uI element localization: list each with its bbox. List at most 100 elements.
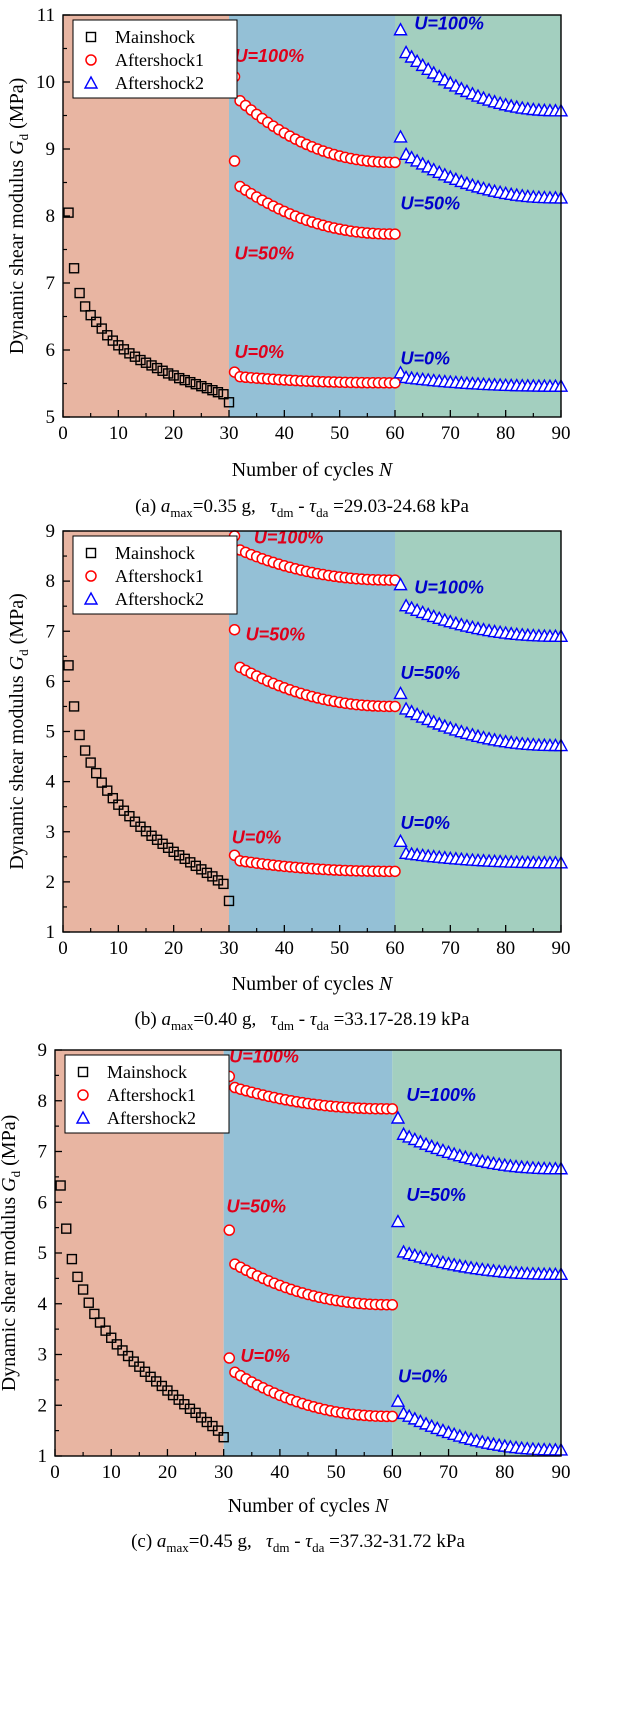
- mainshock-point: [212, 387, 224, 398]
- y-tick-label: 4: [38, 1294, 48, 1315]
- mainshock-point: [79, 745, 91, 756]
- x-tick-label: 10: [109, 938, 128, 959]
- legend-box: [72, 535, 238, 615]
- mainshock-point: [61, 1223, 72, 1234]
- mainshock-point: [72, 1271, 83, 1283]
- mainshock-point: [212, 875, 224, 886]
- legend-label: Aftershock2: [115, 589, 204, 609]
- mainshock-point: [179, 374, 190, 386]
- series-aftershock1-50: [228, 155, 401, 240]
- y-tick-label: 4: [46, 772, 56, 793]
- legend-label: Aftershock2: [115, 73, 204, 93]
- mainshock-point: [190, 378, 202, 390]
- mainshock-point: [89, 1308, 100, 1320]
- series-aftershock1-0: [228, 366, 401, 389]
- legend-label: Mainshock: [115, 27, 195, 47]
- series-mainshock: [63, 207, 235, 408]
- series-aftershock2-50: [390, 1214, 569, 1281]
- x-tick-label: 70: [441, 423, 460, 444]
- legend: Mainshock Aftershock1 Aftershock2: [72, 535, 238, 615]
- aftershock1-point: [386, 1299, 399, 1311]
- legend: Mainshock Aftershock1 Aftershock2: [72, 19, 238, 99]
- mainshock-point: [185, 376, 196, 388]
- mainshock-point: [173, 850, 185, 861]
- mainshock-point: [218, 878, 229, 890]
- mainshock-point: [129, 351, 141, 362]
- x-tick-label: 90: [552, 423, 571, 444]
- x-tick-label: 30: [220, 423, 239, 444]
- aftershock1-point: [228, 623, 241, 636]
- y-tick-label: 8: [46, 571, 56, 592]
- y-tick-label: 9: [38, 1040, 48, 1061]
- legend-box: [64, 1054, 230, 1134]
- aftershock2-point: [393, 685, 408, 700]
- mainshock-point: [83, 1297, 94, 1308]
- y-tick-label: 6: [38, 1192, 48, 1213]
- aftershock1-point: [389, 865, 401, 878]
- y-tick-label: 3: [38, 1345, 48, 1366]
- u-annotation: U=50%: [401, 193, 461, 213]
- mainshock-point: [122, 1350, 134, 1362]
- mainshock-point: [107, 792, 119, 804]
- x-tick-label: 50: [330, 938, 349, 959]
- legend-label: Aftershock1: [107, 1085, 196, 1105]
- series-aftershock2-0: [390, 1393, 569, 1456]
- legend-label: Aftershock1: [115, 566, 204, 586]
- mainshock-point: [173, 372, 185, 384]
- x-tick-label: 80: [496, 938, 515, 959]
- mainshock-point: [117, 1345, 128, 1356]
- x-tick-label: 50: [327, 1462, 346, 1483]
- aftershock2-region: [392, 1050, 561, 1456]
- y-tick-label: 5: [46, 722, 56, 743]
- aftershock1-point: [389, 228, 401, 240]
- y-tick-label: 5: [46, 407, 56, 428]
- legend-label: Mainshock: [115, 543, 195, 563]
- aftershock1-point: [389, 377, 401, 389]
- mainshock-point: [111, 1339, 123, 1350]
- u-annotation: U=0%: [401, 349, 451, 369]
- mainshock-point: [102, 330, 113, 341]
- u-annotation: U=0%: [401, 813, 451, 833]
- x-tick-label: 80: [496, 423, 515, 444]
- legend-aftershock1-marker: [85, 570, 97, 582]
- u-annotation: U=100%: [254, 528, 324, 548]
- mainshock-point: [68, 701, 80, 712]
- u-annotation: U=0%: [232, 827, 282, 847]
- mainshock-point: [162, 368, 174, 379]
- mainshock-point: [179, 853, 190, 865]
- y-tick-label: 1: [46, 922, 56, 943]
- aftershock1-point: [389, 156, 401, 169]
- mainshock-point: [135, 354, 146, 366]
- y-tick-label: 9: [46, 521, 56, 542]
- u-annotation: U=50%: [235, 244, 295, 264]
- legend-mainshock-marker: [77, 1066, 89, 1078]
- mainshock-point: [196, 864, 207, 875]
- aftershock2-point: [390, 1393, 406, 1407]
- series-aftershock2-100: [393, 22, 569, 117]
- series-aftershock2-0: [393, 365, 569, 392]
- mainshock-point: [74, 287, 85, 299]
- y-tick-label: 5: [38, 1243, 48, 1264]
- mainshock-point: [106, 1332, 117, 1343]
- mainshock-point: [77, 1284, 89, 1295]
- mainshock-point: [94, 1317, 106, 1328]
- legend-aftershock2-marker: [83, 591, 99, 605]
- aftershock2-point: [390, 1110, 406, 1124]
- aftershock2-point: [393, 129, 408, 143]
- y-tick-label: 10: [36, 72, 55, 93]
- series-aftershock1-0: [228, 849, 401, 878]
- y-tick-label: 2: [38, 1395, 48, 1416]
- x-axis-label: Number of cycles N: [232, 459, 394, 481]
- series-mainshock: [63, 660, 235, 907]
- y-tick-label: 8: [38, 1091, 48, 1112]
- x-tick-label: 60: [383, 1462, 402, 1483]
- mainshock-point: [66, 1253, 78, 1265]
- legend-aftershock2-marker: [75, 1110, 91, 1124]
- series-aftershock1-50: [228, 623, 401, 713]
- y-tick-label: 2: [46, 872, 56, 893]
- mainshock-point: [124, 811, 135, 822]
- mainshock-point: [118, 805, 130, 816]
- x-axis-label: Number of cycles N: [232, 973, 394, 995]
- figure-caption: (b) amax=0.40 g, τdm - τda =33.17-28.19 …: [135, 1009, 470, 1033]
- x-tick-label: 20: [158, 1462, 177, 1483]
